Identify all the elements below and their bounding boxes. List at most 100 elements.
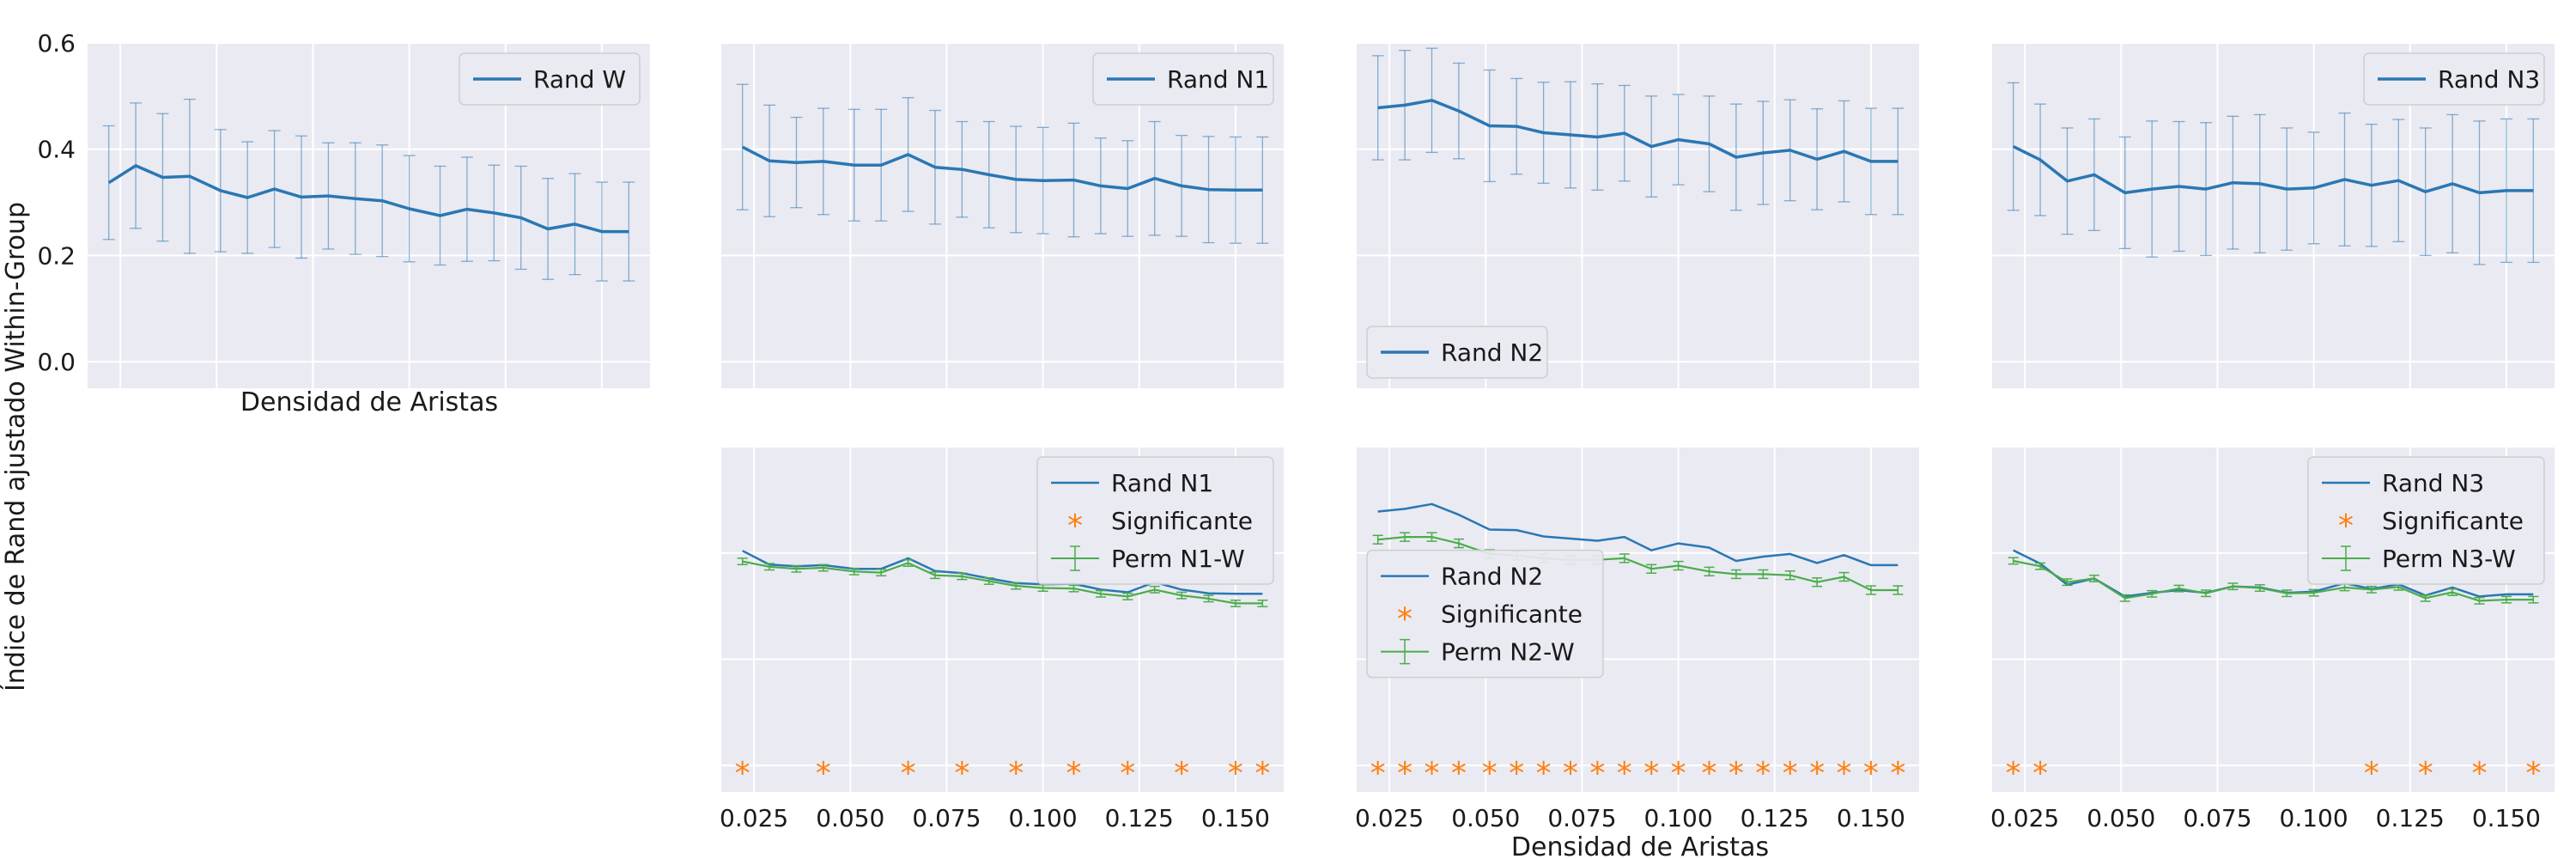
y-tick-label: 0.6 bbox=[37, 29, 76, 58]
legend: Rand N3 * Significante Perm N3-W bbox=[2307, 456, 2545, 585]
x-tick-label: 0.150 bbox=[2472, 804, 2541, 832]
significant-marker: * bbox=[1174, 756, 1189, 791]
significant-marker: * bbox=[1424, 756, 1439, 791]
x-tick-label: 0.100 bbox=[1009, 804, 1078, 832]
legend-box bbox=[1366, 549, 1604, 679]
bottom-x-axis-label: Densidad de Aristas bbox=[1511, 832, 1769, 859]
significant-marker: * bbox=[1643, 756, 1659, 791]
significant-marker: * bbox=[1589, 756, 1605, 791]
legend: Rand N1 * Significante Perm N1-W bbox=[1036, 456, 1274, 585]
y-tick-label: 0.4 bbox=[37, 136, 76, 164]
significant-marker: * bbox=[1563, 756, 1578, 791]
panel-top-n3: Rand N3 bbox=[1992, 42, 2555, 388]
legend: Rand N2 bbox=[1366, 326, 1548, 379]
legend: Rand N2 * Significante Perm N2-W bbox=[1366, 549, 1604, 679]
significant-marker: * bbox=[1890, 756, 1905, 791]
significant-marker: * bbox=[816, 756, 831, 791]
significant-marker: * bbox=[1066, 756, 1081, 791]
x-tick-label: 0.125 bbox=[2376, 804, 2445, 832]
significant-marker: * bbox=[1837, 756, 1852, 791]
x-tick-label: 0.075 bbox=[912, 804, 981, 832]
significant-marker: * bbox=[1482, 756, 1498, 791]
legend-box bbox=[459, 52, 641, 106]
x-tick-label: 0.050 bbox=[2087, 804, 2155, 832]
legend-label: Rand N3 bbox=[2438, 65, 2540, 94]
legend-box bbox=[1036, 456, 1274, 585]
legend-label: Significante bbox=[1111, 507, 1253, 535]
legend-label: Rand N2 bbox=[1441, 563, 1543, 591]
significant-marker: * bbox=[2006, 756, 2021, 791]
legend-box bbox=[1092, 52, 1274, 106]
significant-marker: * bbox=[1228, 756, 1243, 791]
series-line-rand-n1 bbox=[741, 145, 1263, 192]
legend-label: Rand W bbox=[533, 65, 626, 94]
legend-label: Perm N2-W bbox=[1441, 638, 1575, 667]
series-line-rand-n1 bbox=[742, 550, 1263, 595]
legend-label: Rand N2 bbox=[1441, 338, 1543, 367]
significant-marker: * bbox=[1671, 756, 1686, 791]
panel-bottom-n2: 0.025 0.050 0.075 0.100 0.125 0.150 * * * * * * * * * *… bbox=[1355, 446, 1919, 832]
y-tick-label: 0.0 bbox=[37, 348, 76, 376]
legend: Rand N1 bbox=[1092, 52, 1274, 106]
y-axis-label: Índice de Rand ajustado Within-Group bbox=[0, 202, 31, 691]
x-tick-label: 0.075 bbox=[2183, 804, 2251, 832]
significant-marker: * bbox=[901, 756, 916, 791]
panel-bottom-n3: 0.025 0.050 0.075 0.100 0.125 0.150 * * * * * * Rand… bbox=[1990, 446, 2555, 832]
legend-label: Significante bbox=[1441, 600, 1583, 629]
significant-marker: * bbox=[2032, 756, 2048, 791]
significant-marker: * bbox=[1755, 756, 1771, 791]
top-x-axis-label: Densidad de Aristas bbox=[240, 387, 498, 417]
legend-label: Perm N3-W bbox=[2382, 545, 2516, 573]
x-tick-label: 0.125 bbox=[1741, 804, 1809, 832]
significant-marker: * bbox=[954, 756, 969, 791]
significant-marker: * bbox=[1701, 756, 1716, 791]
x-tick-label: 0.025 bbox=[720, 804, 788, 832]
legend-box bbox=[2363, 52, 2545, 106]
significant-marker: * bbox=[1255, 756, 1270, 791]
significant-marker: * bbox=[1617, 756, 1632, 791]
legend: Rand N3 bbox=[2363, 52, 2545, 106]
legend-label: Rand N1 bbox=[1167, 65, 1269, 94]
series-line-rand-w bbox=[107, 164, 629, 234]
significant-marker: * bbox=[735, 756, 750, 791]
significant-marker: * bbox=[2418, 756, 2433, 791]
x-tick-label: 0.125 bbox=[1105, 804, 1174, 832]
series-line-rand-n2 bbox=[1377, 503, 1899, 567]
significant-marker: * bbox=[1536, 756, 1552, 791]
legend-label: Rand N3 bbox=[2382, 469, 2484, 497]
significant-marker: * bbox=[1120, 756, 1135, 791]
x-tick-label: 0.025 bbox=[1355, 804, 1424, 832]
significant-marker: * bbox=[1451, 756, 1467, 791]
x-tick-label: 0.050 bbox=[1451, 804, 1520, 832]
legend-star-swatch: * bbox=[1397, 602, 1413, 637]
panel-top-w: 0.0 0.2 0.4 0.6 Rand W bbox=[37, 29, 650, 388]
significant-marker: * bbox=[1397, 756, 1413, 791]
legend-star-swatch: * bbox=[1067, 509, 1083, 544]
legend-box bbox=[1366, 326, 1548, 379]
significant-marker: * bbox=[1728, 756, 1744, 791]
legend-box bbox=[2307, 456, 2545, 585]
significant-marker: * bbox=[2472, 756, 2488, 791]
legend: Rand W bbox=[459, 52, 641, 106]
series-line-rand-n2 bbox=[1377, 99, 1899, 163]
x-tick-label: 0.075 bbox=[1547, 804, 1616, 832]
x-tick-label: 0.150 bbox=[1837, 804, 1905, 832]
panel-top-n1: Rand N1 bbox=[721, 42, 1284, 388]
x-tick-label: 0.050 bbox=[816, 804, 884, 832]
significant-marker: * bbox=[1509, 756, 1524, 791]
significant-marker: * bbox=[1783, 756, 1798, 791]
x-tick-label: 0.100 bbox=[2280, 804, 2348, 832]
series-line-rand-n3 bbox=[2012, 145, 2534, 195]
x-tick-label: 0.150 bbox=[1201, 804, 1270, 832]
panel-top-n2: Rand N2 bbox=[1357, 42, 1919, 388]
x-tick-label: 0.025 bbox=[1990, 804, 2059, 832]
y-tick-label: 0.2 bbox=[37, 241, 76, 270]
significant-marker: * bbox=[1809, 756, 1825, 791]
panels: 0.0 0.2 0.4 0.6 Rand W Rand N1 Rand N2 Rand N3 0… bbox=[37, 29, 2555, 832]
legend-label: Rand N1 bbox=[1111, 469, 1213, 497]
legend-star-swatch: * bbox=[2338, 509, 2354, 544]
significant-marker: * bbox=[2364, 756, 2379, 791]
significant-marker: * bbox=[1008, 756, 1024, 791]
panel-bottom-n1: 0.025 0.050 0.075 0.100 0.125 0.150 * * * * * * * * * *… bbox=[720, 446, 1284, 832]
